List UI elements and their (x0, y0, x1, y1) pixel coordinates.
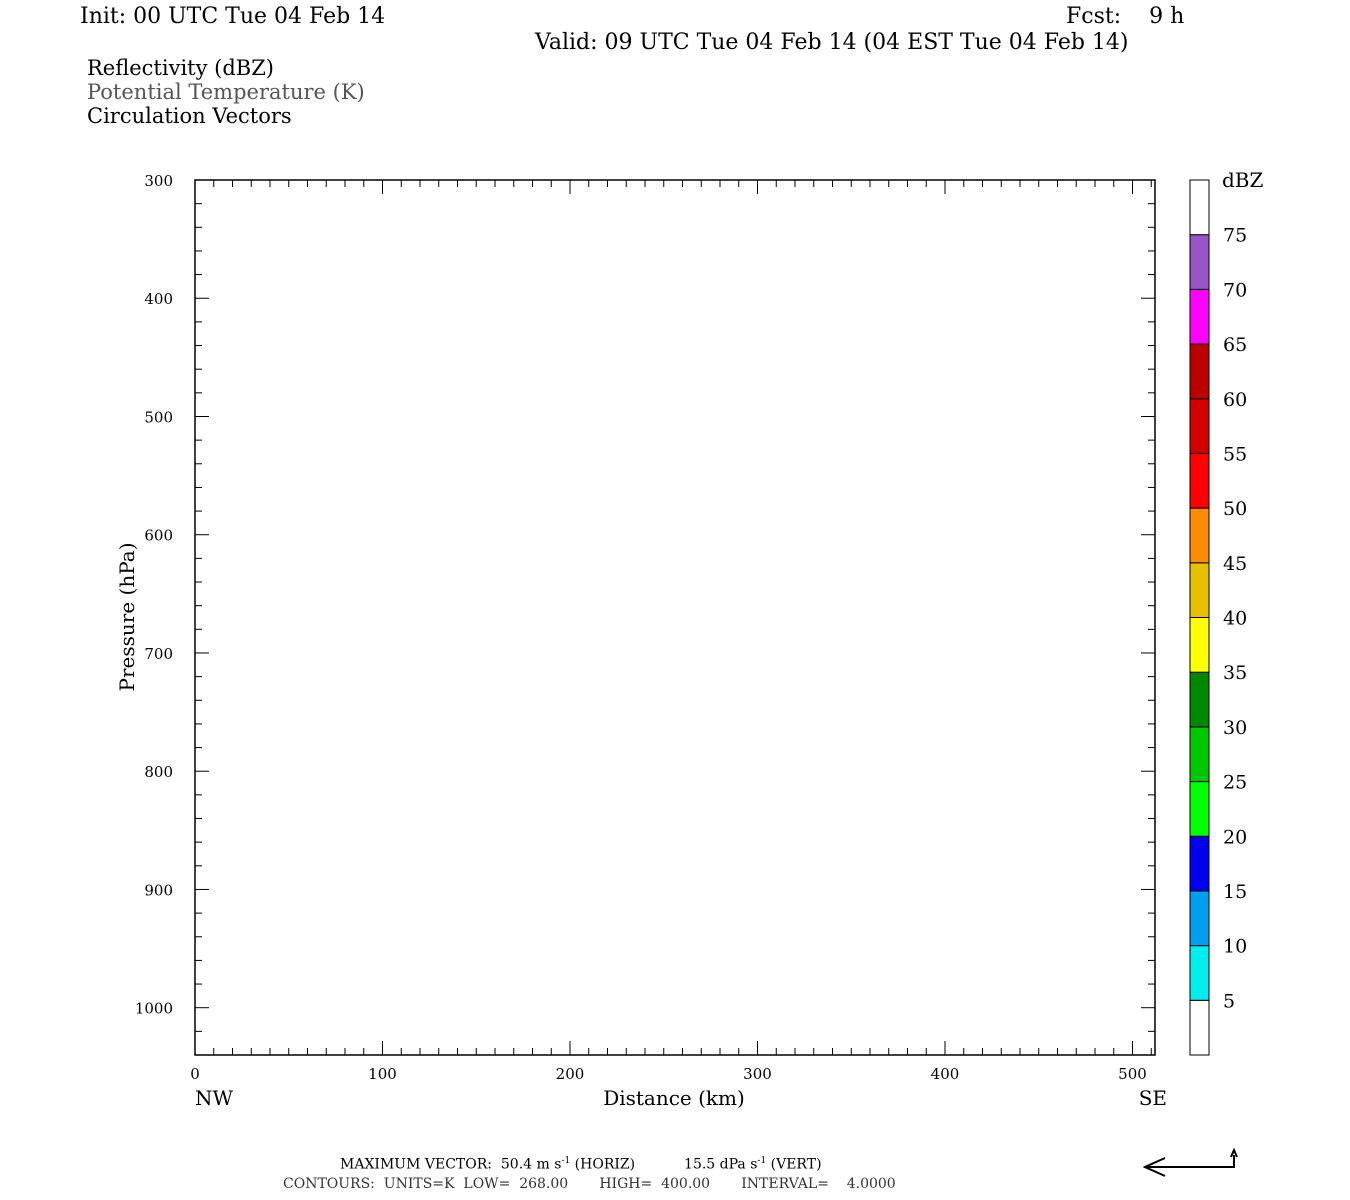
legend-circulation-vectors: Circulation Vectors (87, 104, 292, 128)
colorbar-swatch (1189, 288, 1210, 345)
y-tick-label: 400 (144, 290, 173, 308)
colorbar-level-label: 25 (1223, 772, 1247, 794)
y-tick-label: 300 (144, 172, 173, 190)
colorbar-swatch (1189, 398, 1210, 454)
colorbar: 5 10 15 20 25 30 35 40 45 50 55 60 65 70 75 (1189, 179, 1247, 1056)
colorbar-level-label: 45 (1223, 553, 1247, 575)
y-tick-label: 900 (144, 881, 173, 899)
valid-time: Valid: 09 UTC Tue 04 Feb 14 (04 EST Tue … (535, 30, 1129, 55)
colorbar-swatch (1189, 507, 1210, 564)
colorbar-swatch (1189, 999, 1210, 1056)
colorbar-title: dBZ (1222, 168, 1264, 192)
max-vector-label: MAXIMUM VECTOR: (340, 1156, 492, 1173)
horiz-exp: -1 (561, 1156, 571, 1166)
y-tick-label: 800 (144, 763, 173, 781)
colorbar-swatch (1189, 671, 1210, 728)
colorbar-level-label: 70 (1223, 279, 1247, 301)
x-tick-label: 200 (556, 1065, 585, 1083)
colorbar-level-label: 20 (1223, 826, 1247, 848)
colorbar-level-label: 40 (1223, 608, 1247, 630)
forecast-hour: Fcst: 9 h (1066, 4, 1185, 29)
x-end-label-se: SE (1139, 1086, 1167, 1110)
colorbar-swatch (1189, 781, 1210, 837)
colorbar-level-label: 65 (1223, 334, 1247, 356)
colorbar-level-label: 5 (1223, 990, 1235, 1012)
vert-tag: (VERT) (770, 1156, 822, 1173)
colorbar-level-label: 10 (1223, 936, 1247, 958)
colorbar-swatch (1189, 890, 1210, 947)
colorbar-swatch (1189, 343, 1210, 400)
colorbar-level-label: 50 (1223, 498, 1247, 520)
colorbar-swatch (1189, 234, 1210, 290)
colorbar-level-label: 15 (1223, 881, 1247, 903)
y-tick-label: 700 (144, 645, 173, 663)
reference-vector-icon (1142, 1147, 1238, 1177)
x-end-label-nw: NW (195, 1086, 234, 1110)
colorbar-swatch (1189, 726, 1210, 783)
legend-reflectivity: Reflectivity (dBZ) (87, 56, 275, 80)
x-tick-label: 400 (931, 1065, 960, 1083)
colorbar-swatch (1189, 617, 1210, 673)
contour-info: CONTOURS: UNITS=K LOW= 268.00 HIGH= 400.… (283, 1176, 896, 1192)
colorbar-swatch (1189, 452, 1210, 509)
y-tick-label: 600 (144, 527, 173, 545)
x-axis-title: Distance (km) (603, 1086, 745, 1110)
colorbar-swatch (1189, 562, 1210, 618)
x-tick-label: 0 (190, 1065, 200, 1083)
init-time: Init: 00 UTC Tue 04 Feb 14 (80, 4, 386, 29)
horiz-value: 50.4 m s (500, 1156, 562, 1173)
y-axis-title: Pressure (hPa) (115, 543, 139, 692)
vert-exp: -1 (757, 1156, 767, 1166)
colorbar-swatch (1189, 835, 1210, 892)
colorbar-level-label: 55 (1223, 443, 1247, 465)
colorbar-swatch (1189, 945, 1210, 1001)
plot-frame (194, 179, 1156, 1056)
x-tick-label: 300 (743, 1065, 772, 1083)
vert-value: 15.5 dPa s (684, 1156, 758, 1173)
x-tick-label: 100 (368, 1065, 397, 1083)
legend-potential-temperature: Potential Temperature (K) (87, 80, 365, 104)
max-vector-info: MAXIMUM VECTOR: 50.4 m s-1 (HORIZ) 15.5 … (340, 1156, 822, 1173)
colorbar-level-label: 35 (1223, 662, 1247, 684)
x-tick-label: 500 (1118, 1065, 1147, 1083)
y-tick-label: 1000 (135, 1000, 173, 1018)
horiz-tag: (HORIZ) (574, 1156, 636, 1173)
colorbar-level-label: 75 (1223, 225, 1247, 247)
y-tick-label: 500 (144, 408, 173, 426)
colorbar-level-label: 60 (1223, 389, 1247, 411)
colorbar-level-label: 30 (1223, 717, 1247, 739)
colorbar-swatch (1189, 179, 1210, 236)
axes: 0 100 200 300 400 500 300 400 500 600 700 800 900 100… (135, 172, 1156, 1083)
